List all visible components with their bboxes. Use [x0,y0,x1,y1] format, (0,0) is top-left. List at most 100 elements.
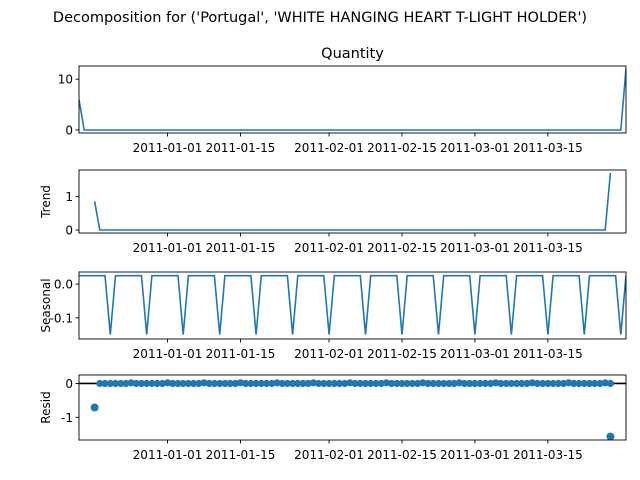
resid-point [257,379,265,388]
resid-point [299,379,307,388]
y-axis-label: Seasonal [39,278,53,332]
seasonal-line [79,274,626,335]
axes-frame [78,169,627,234]
resid-point [278,379,286,388]
resid-point [356,379,364,388]
resid-outlier-point [90,403,99,412]
y-tick-label: 1 [65,190,73,204]
resid-point [325,379,333,388]
resid-point [539,379,547,388]
resid-point [205,379,213,388]
x-tick-label: 2011-01-01 [133,141,203,155]
resid-point [507,379,515,388]
resid-point [408,379,416,388]
y-axis-label: Resid [39,391,53,423]
x-tick-label: 2011-02-01 [294,241,364,255]
resid-point [117,379,125,388]
resid-point [533,379,542,388]
x-tick-label: 2011-01-01 [133,241,203,255]
x-tick-label: 2011-01-15 [206,141,276,155]
resid-point [226,379,234,388]
axes-frame [78,65,627,134]
resid-point [289,379,297,388]
resid-point [575,379,583,388]
y-axis-label: Trend [39,185,53,219]
x-tick-label: 2011-03-01 [440,241,510,255]
x-tick-label: 2011-02-15 [367,241,437,255]
resid-point [502,379,510,388]
resid-point [252,379,260,388]
resid-point [320,379,328,388]
plot-area [93,172,612,231]
resid-point [466,379,474,388]
resid-point [549,379,557,388]
x-tick-label: 2011-02-01 [294,347,364,361]
plot-area [79,68,626,131]
y-tick-label: 0 [65,377,73,391]
x-tick-label: 2011-03-15 [513,141,583,155]
x-tick-label: 2011-03-01 [440,347,510,361]
resid-point [283,379,291,388]
resid-point [111,379,120,388]
x-tick-label: 2011-03-15 [513,448,583,462]
resid-point [242,379,250,388]
x-tick-label: 2011-01-15 [206,448,276,462]
resid-point [179,379,187,388]
resid-point [132,379,140,388]
series-line [79,68,626,131]
x-tick-label: 2011-01-15 [206,241,276,255]
resid-point [361,379,370,388]
resid-point [471,379,479,388]
resid-point [210,379,218,388]
resid-point [137,379,146,388]
resid-point [476,379,484,388]
panel-3: Seasonal 0.0 -0.1 2011-01-01 2011-01-15 2011-… [39,271,627,361]
resid-point [174,379,182,388]
plot-area [79,274,626,335]
resid-point [393,379,401,388]
resid-point [497,379,505,388]
y-tick-label: 0 [65,224,73,238]
resid-point [580,379,588,388]
x-tick-label: 2011-03-15 [513,347,583,361]
resid-point [169,379,177,388]
plot-area [79,379,626,440]
resid-point [367,379,375,388]
y-tick-label: -1 [61,411,73,425]
figure-title: Decomposition for ('Portugal', 'WHITE HA… [53,10,587,26]
x-tick-label: 2011-02-01 [294,141,364,155]
x-tick-label: 2011-01-15 [206,347,276,361]
resid-point [190,379,198,388]
resid-point [481,379,489,388]
x-tick-label: 2011-02-15 [367,141,437,155]
resid-point [388,379,396,388]
resid-point [184,379,192,388]
resid-point [294,379,302,388]
resid-point [460,379,469,388]
resid-point [96,379,104,388]
resid-point [216,379,224,388]
y-tick-label: 10 [58,73,73,87]
x-tick-label: 2011-02-15 [367,448,437,462]
resid-point [585,379,594,388]
x-tick-label: 2011-01-01 [133,347,203,361]
y-tick-label: -0.1 [50,311,73,325]
axes-frame [78,271,627,340]
resid-point [606,379,615,388]
x-tick-label: 2011-02-01 [294,448,364,462]
axes-frame [78,374,627,441]
resid-point [101,379,109,388]
series-line [93,172,612,231]
resid-point [429,379,437,388]
resid-outlier-point [606,432,615,440]
resid-point [106,379,114,388]
resid-point [440,379,448,388]
x-tick-label: 2011-02-15 [367,347,437,361]
resid-point [544,379,552,388]
resid-point [262,379,271,388]
panel-1: Quantity 0 10 2011-01-01 2011-01-15 2011-02-0… [58,46,627,155]
resid-point [398,379,406,388]
resid-point [434,379,443,388]
resid-point [330,379,338,388]
